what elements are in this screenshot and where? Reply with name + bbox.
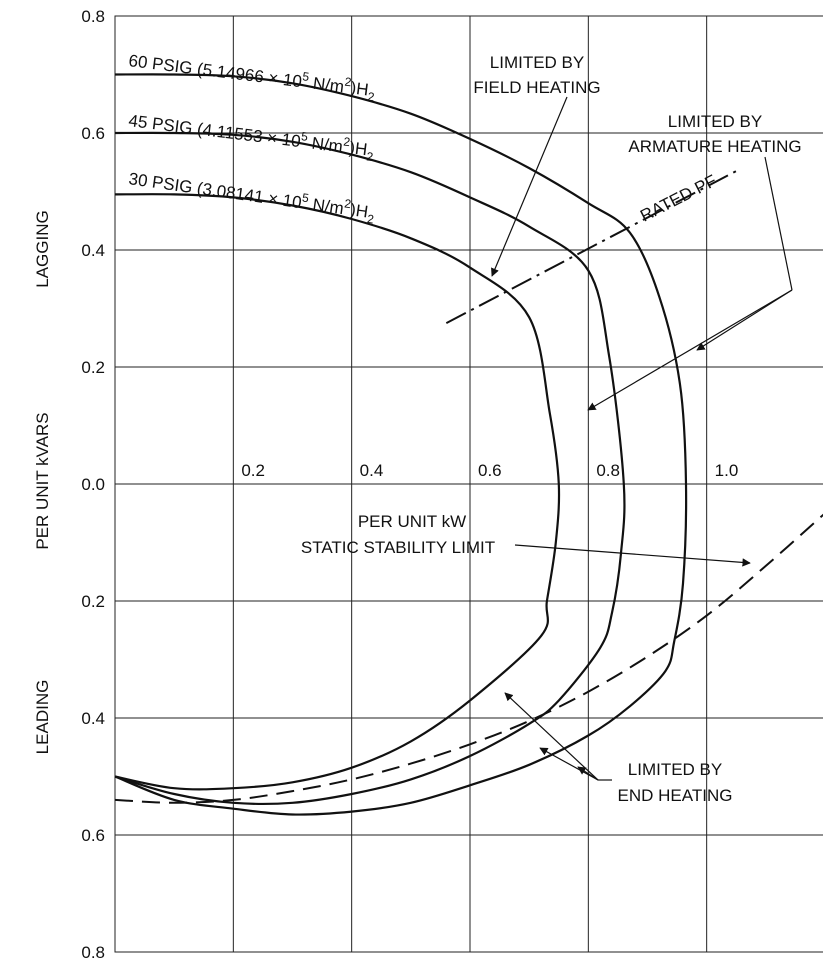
armature-heating-line1: LIMITED BY [668, 112, 762, 131]
y-tick-label: 0.8 [81, 943, 105, 962]
armature-heating-line2: ARMATURE HEATING [628, 137, 801, 156]
x-axis-label: PER UNIT kW [358, 512, 466, 531]
series-line-30-psig [114, 193, 561, 791]
static-stability-line [114, 513, 823, 804]
svg-text:30 PSIG (3.08141 × 105 N/m2)H2: 30 PSIG (3.08141 × 105 N/m2)H2 [127, 166, 377, 226]
series-line-60-psig [114, 73, 688, 816]
label-60-main: 60 PSIG (5.14966 [128, 51, 270, 87]
y-tick-label: 0.6 [81, 124, 105, 143]
label-45-close: )H [348, 138, 368, 159]
field-heating-line1: LIMITED BY [490, 53, 584, 72]
rated-pf-line [445, 170, 737, 325]
label-45-main: 45 PSIG (4.11553 [128, 111, 269, 147]
label-30-mid: 10 [277, 190, 303, 212]
armature-heating-arrow-2 [587, 289, 793, 411]
label-60-close: )H [350, 78, 370, 99]
series-line-45-psig [114, 131, 626, 806]
x-tick-label: 0.6 [478, 461, 502, 480]
y-tick-label: 0.2 [81, 592, 105, 611]
y-tick-label: 0.8 [81, 7, 105, 26]
static-stability-label: STATIC STABILITY LIMIT [301, 538, 495, 557]
label-60-sub: 2 [367, 89, 376, 104]
label-30-close: )H [349, 200, 369, 221]
label-30-psig: 30 PSIG (3.08141 × 105 N/m2)H2 [127, 166, 377, 226]
label-30-times: × [267, 189, 279, 209]
x-tick-label: 0.4 [360, 461, 384, 480]
label-60-mid: 10 [277, 69, 303, 91]
y-axis-label: PER UNIT kVARS [33, 412, 52, 549]
label-30-unit: N/m [307, 194, 345, 218]
label-45-exp: 5 [300, 129, 309, 144]
label-30-exp: 5 [301, 190, 310, 205]
armature-heating-arrow-3 [696, 289, 793, 351]
label-30-unit-exp: 2 [343, 196, 352, 211]
field-heating-arrow [491, 96, 568, 277]
label-60-unit: N/m [307, 73, 345, 96]
label-45-psig: 45 PSIG (4.11553 × 105 N/m2)H2 [127, 108, 376, 164]
grid [114, 15, 823, 953]
leading-label: LEADING [33, 680, 52, 755]
static-stability-arrow [514, 544, 751, 567]
y-tick-label: 0.4 [81, 709, 105, 728]
series-curves [114, 73, 823, 816]
tick-labels: 0.8 0.6 0.4 0.2 0.0 0.2 0.4 0.6 0.8 0.2 0.4 0.6 0.8 1… [81, 7, 738, 962]
x-tick-label: 0.8 [596, 461, 620, 480]
end-heating-arrow-3 [539, 747, 599, 781]
label-45-mid: 10 [276, 129, 302, 151]
field-heating-line2: FIELD HEATING [473, 78, 600, 97]
end-heating-arrow-2 [504, 692, 599, 781]
y-tick-label: 0.4 [81, 241, 105, 260]
y-tick-label: 0.0 [81, 475, 105, 494]
svg-text:45 PSIG (4.11553 × 105 N/m2)H2: 45 PSIG (4.11553 × 105 N/m2)H2 [127, 108, 376, 164]
end-heating-arrow-4 [577, 766, 599, 781]
label-45-sub: 2 [366, 149, 375, 164]
lagging-label: LAGGING [33, 210, 52, 287]
svg-text:60 PSIG (5.14966 × 105 N/m2)H2: 60 PSIG (5.14966 × 105 N/m2)H2 [127, 48, 377, 104]
label-45-unit: N/m [306, 133, 344, 156]
label-30-sub: 2 [366, 212, 375, 227]
end-heating-line1: LIMITED BY [628, 760, 722, 779]
label-60-times: × [267, 68, 279, 88]
label-30-main: 30 PSIG (3.08141 [127, 169, 269, 207]
x-tick-label: 1.0 [715, 461, 739, 480]
end-heating-line2: END HEATING [618, 786, 733, 805]
label-60-psig: 60 PSIG (5.14966 × 105 N/m2)H2 [127, 48, 377, 104]
y-tick-label: 0.2 [81, 358, 105, 377]
label-60-exp: 5 [302, 69, 311, 84]
label-45-unit-exp: 2 [343, 134, 352, 149]
y-tick-label: 0.6 [81, 826, 105, 845]
rated-pf-label: RATED PF [637, 171, 719, 226]
armature-heating-arrow-1 [764, 156, 793, 291]
label-45-times: × [266, 128, 278, 148]
label-60-unit-exp: 2 [344, 75, 353, 90]
x-tick-label: 0.2 [241, 461, 265, 480]
